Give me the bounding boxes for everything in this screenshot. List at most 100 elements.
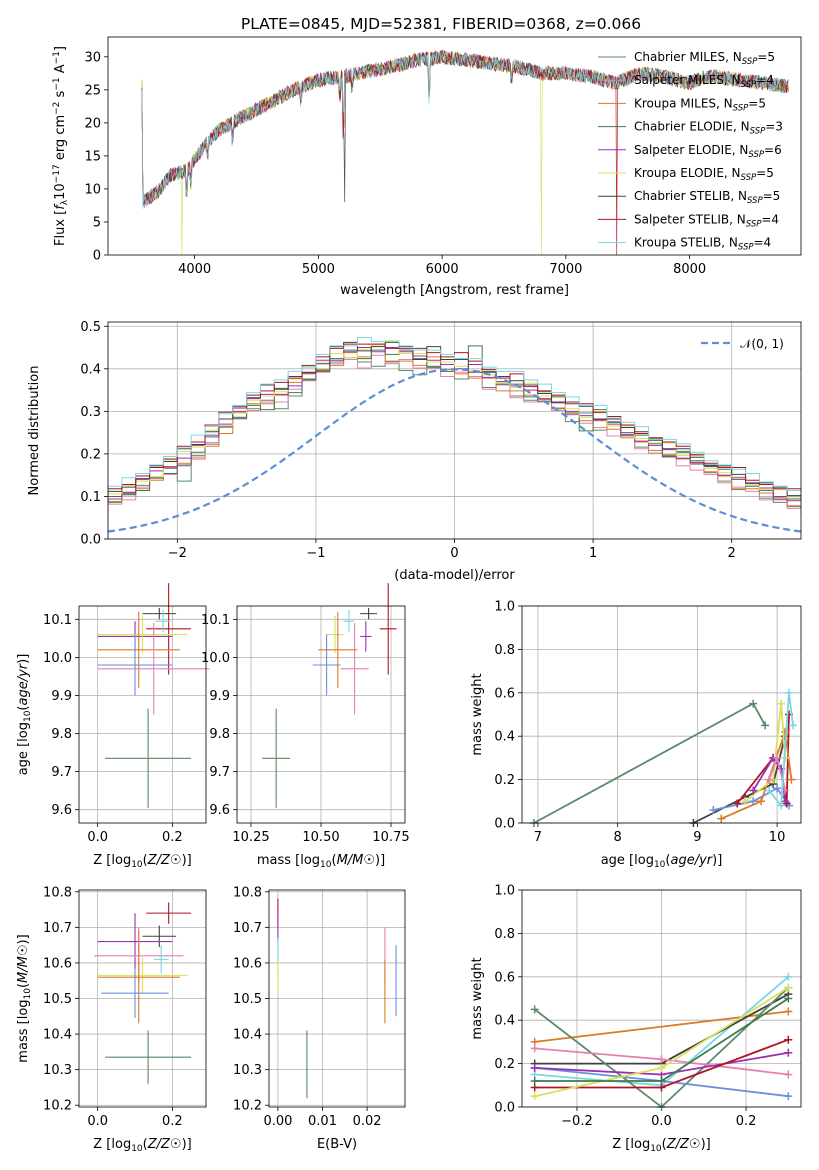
- x-tick-label: 0: [450, 546, 458, 561]
- x-tick-label: 5000: [302, 262, 335, 277]
- x-tick-label: 0.00: [263, 1114, 292, 1129]
- mass-vs-Z-frame: [78, 889, 207, 1108]
- y-tick-label: 0.8: [494, 643, 515, 658]
- age-vs-mass-xlabel: mass [log10(M/M☉)]: [257, 853, 385, 870]
- y-tick-label: 0.4: [494, 1014, 515, 1029]
- weight-marker: [789, 721, 798, 730]
- y-tick-label: 10.2: [233, 1099, 262, 1114]
- y-tick-label: 9.9: [51, 689, 72, 704]
- y-tick-label: 0.4: [80, 362, 101, 377]
- weight-marker: [657, 1076, 666, 1085]
- y-tick-label: 0.8: [494, 927, 515, 942]
- weight-vs-age-series: [529, 688, 798, 827]
- residuals-steps: [108, 336, 801, 533]
- y-tick-label: 10.4: [43, 1028, 72, 1043]
- spectrum-lines: [141, 49, 789, 255]
- weight-marker: [777, 699, 786, 708]
- age-vs-Z-frame: [78, 605, 207, 824]
- legend-label: Salpeter STELIB, NSSP=4: [634, 212, 779, 229]
- y-tick-label: 0.2: [494, 1057, 515, 1072]
- x-tick-label: 0.02: [353, 1114, 382, 1129]
- age-vs-mass-points: [262, 583, 397, 808]
- y-tick-label: 0.0: [80, 533, 101, 548]
- y-tick-label: 5: [93, 215, 101, 230]
- y-tick-label: 1.0: [494, 600, 515, 615]
- hist-series: [108, 347, 801, 502]
- x-tick-label: 0.0: [87, 1114, 108, 1129]
- y-tick-label: 0.6: [494, 686, 515, 701]
- weight-vs-Z-series: [530, 972, 793, 1111]
- figure-title: PLATE=0845, MJD=52381, FIBERID=0368, z=0…: [241, 15, 641, 33]
- weight-marker: [757, 797, 766, 806]
- hist-series: [108, 341, 801, 501]
- weight-vs-age-xlabel: age [log10(age/yr)]: [601, 853, 723, 870]
- y-tick-label: 1.0: [494, 884, 515, 899]
- weight-marker: [657, 1063, 666, 1072]
- weight-vs-age-panel: 7 8 9 10 0.0 0.2 0.4 0.6 0.8 1.0 age [log10(age/yr…: [470, 600, 802, 870]
- x-tick-label: 7: [534, 830, 542, 845]
- y-tick-label: 0.1: [80, 490, 101, 505]
- age-vs-Z-points: [97, 583, 210, 808]
- hist-series: [108, 336, 801, 496]
- x-tick-label: 10.50: [302, 830, 339, 845]
- mass-vs-Z-panel: 0.0 0.2 10.2 10.3 10.4 10.5 10.6 10.7 10.8 Z [log…: [16, 885, 207, 1154]
- y-tick-label: 0.4: [494, 730, 515, 745]
- y-tick-label: 0.3: [80, 405, 101, 420]
- weight-marker: [773, 753, 782, 762]
- weight-marker: [530, 1005, 539, 1014]
- age-vs-Z-panel: 0.0 0.2 9.6 9.7 9.8 9.9 10.0 10.1 Z [log10(Z/Z☉)…: [16, 583, 210, 870]
- spectrum-frame: [107, 36, 802, 256]
- weight-marker: [765, 786, 774, 795]
- residuals-legend: 𝒩(0, 1): [701, 337, 784, 351]
- y-tick-label: 9.7: [209, 765, 230, 780]
- x-tick-label: 10: [769, 830, 786, 845]
- legend-label: Kroupa MILES, NSSP=5: [634, 96, 766, 113]
- y-tick-label: 10.3: [233, 1063, 262, 1078]
- x-tick-label: 0.2: [162, 1114, 183, 1129]
- y-tick-label: 9.8: [51, 727, 72, 742]
- spectrum-xlabel: wavelength [Angstrom, rest frame]: [340, 283, 569, 298]
- weight-marker: [530, 1063, 539, 1072]
- x-tick-label: 2: [728, 546, 736, 561]
- y-tick-label: 9.9: [209, 689, 230, 704]
- weight-vs-Z-ylabel: mass weight: [470, 957, 485, 1039]
- age-vs-Z-xlabel: Z [log10(Z/Z☉)]: [93, 853, 192, 870]
- legend-label: Kroupa STELIB, NSSP=4: [634, 236, 771, 253]
- residuals-ylabel: Normed distribution: [27, 366, 42, 496]
- weight-vs-Z-xlabel: Z [log10(Z/Z☉)]: [612, 1137, 711, 1154]
- x-tick-label: 6000: [426, 262, 459, 277]
- x-tick-label: 0.0: [87, 830, 108, 845]
- y-tick-label: 10.6: [43, 956, 72, 971]
- y-tick-label: 10.0: [43, 651, 72, 666]
- weight-marker: [785, 688, 794, 697]
- weight-line: [768, 692, 794, 808]
- y-tick-label: 9.6: [209, 803, 230, 818]
- weight-marker: [733, 799, 742, 808]
- x-tick-label: 0.2: [162, 830, 183, 845]
- residuals-panel: −2 −1 0 1 2 0.0 0.1 0.2 0.3 0.4 0.5 𝒩(0, 1) (data-mo…: [27, 320, 802, 583]
- x-tick-label: 0.01: [308, 1114, 337, 1129]
- weight-marker: [749, 699, 758, 708]
- legend-label: Chabrier ELODIE, NSSP=3: [634, 120, 783, 137]
- x-tick-label: 8000: [673, 262, 706, 277]
- x-tick-label: 1: [589, 546, 597, 561]
- hist-series: [108, 345, 801, 504]
- weight-marker: [781, 797, 790, 806]
- y-tick-label: 0.2: [494, 773, 515, 788]
- x-tick-label: 8: [614, 830, 622, 845]
- spectrum-legend: Chabrier MILES, NSSP=5 Salpeter MILES, NS…: [598, 50, 783, 253]
- legend-label: Chabrier MILES, NSSP=5: [634, 50, 775, 67]
- weight-marker: [761, 721, 770, 730]
- weight-line: [713, 787, 790, 811]
- spectrum-panel: 4000 5000 6000 7000 8000 0 5 10 15 20 25 30 Chabrier…: [52, 36, 802, 298]
- weight-marker: [530, 1076, 539, 1085]
- y-tick-label: 25: [84, 83, 101, 98]
- weight-marker: [773, 784, 782, 793]
- weight-marker: [530, 1044, 539, 1053]
- mass-vs-Z-points: [93, 902, 192, 1084]
- x-tick-label: 9: [693, 830, 701, 845]
- x-tick-label: 4000: [178, 262, 211, 277]
- weight-vs-Z-panel: −0.2 0.0 0.2 0.0 0.2 0.4 0.6 0.8 1.0 Z [log10(Z/Z…: [470, 884, 802, 1154]
- normal-curve: [108, 368, 801, 533]
